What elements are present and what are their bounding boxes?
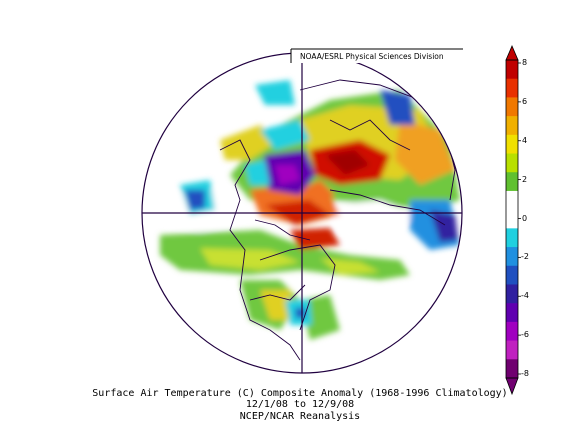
colorbar-segment xyxy=(506,303,518,323)
colorbar-segment xyxy=(506,265,518,285)
colorbar-segment xyxy=(506,321,518,342)
colorbar-segment xyxy=(506,78,518,98)
colorbar xyxy=(505,44,521,396)
colorbar-tick-label: -6 xyxy=(521,330,529,340)
colorbar-tick-label: 2 xyxy=(522,174,528,184)
colorbar-tick-label: -8 xyxy=(521,369,529,378)
colorbar-tick-label: 6 xyxy=(522,96,528,106)
title-line-3: NCEP/NCAR Reanalysis xyxy=(239,411,361,422)
colorbar-segment xyxy=(506,340,518,360)
colorbar-tick-label: 4 xyxy=(522,135,528,145)
colorbar-top-arrow xyxy=(505,44,519,61)
colorbar-segment xyxy=(506,97,518,117)
title-line-2: 12/1/08 to 12/9/08 xyxy=(245,399,355,410)
colorbar-outline xyxy=(505,59,519,379)
anomaly-field xyxy=(142,53,462,373)
colorbar-segment xyxy=(506,284,518,304)
colorbar-segment xyxy=(506,359,518,379)
colorbar-segment xyxy=(506,172,518,192)
colorbar-segment xyxy=(506,228,518,248)
colorbar-segment xyxy=(506,209,518,229)
colorbar-segment xyxy=(506,190,518,211)
title-line-1: Surface Air Temperature (C) Composite An… xyxy=(92,388,508,399)
colorbar-tick-label: 8 xyxy=(522,58,528,67)
colorbar-segment xyxy=(506,153,518,173)
colorbar-segment xyxy=(506,134,518,155)
colorbar-segment xyxy=(506,116,518,136)
colorbar-segment xyxy=(506,247,518,267)
credit-label: NOAA/ESRL Physical Sciences Division xyxy=(300,52,444,61)
colorbar-segment xyxy=(506,60,518,80)
colorbar-tick-label: -4 xyxy=(521,291,529,301)
colorbar-tick-label: -2 xyxy=(521,252,529,262)
colorbar-tick-label: 0 xyxy=(522,213,528,223)
credit-box xyxy=(291,49,463,63)
